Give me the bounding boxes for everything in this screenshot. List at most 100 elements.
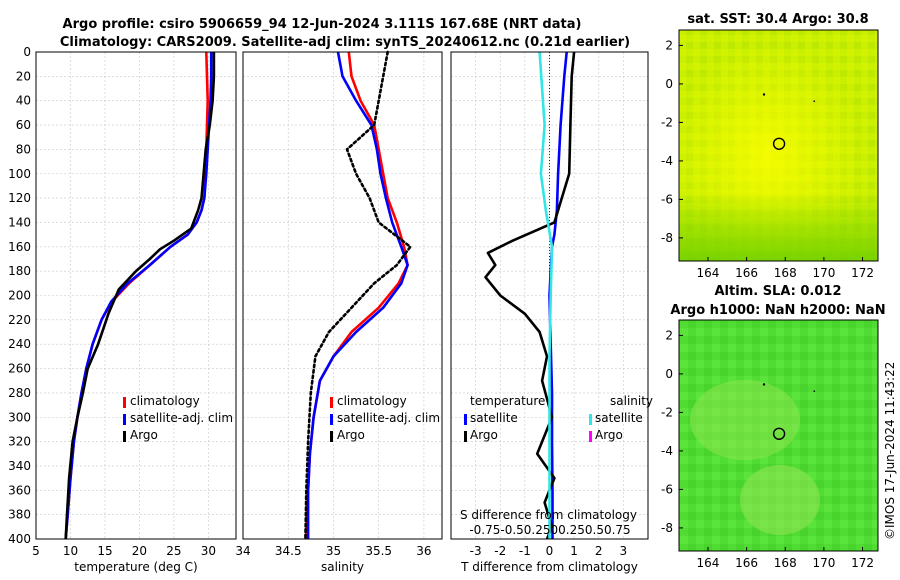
x-axis-label: T difference from climatology <box>460 560 638 574</box>
legend-label-argo: Argo <box>337 428 365 442</box>
y-tick-label: 80 <box>16 142 31 156</box>
map-x-tick-label: 168 <box>774 556 797 570</box>
x-tick-label: 34.5 <box>275 544 302 558</box>
map-x-tick-label: 164 <box>697 266 720 280</box>
y-tick-label: 200 <box>8 289 31 303</box>
map-y-tick-label: -8 <box>661 231 673 245</box>
x-tick-label: -3 <box>470 544 482 558</box>
legend-swatch-climatology <box>330 397 333 408</box>
map-y-tick-label: -4 <box>661 154 673 168</box>
series-satellite-adj-clim <box>306 51 409 539</box>
y-tick-label: 60 <box>16 118 31 132</box>
plot-frame <box>450 51 649 540</box>
map-y-tick-label: 2 <box>665 328 673 342</box>
legend-label-argo: Argo <box>130 428 158 442</box>
map-y-tick-label: 0 <box>665 77 673 91</box>
legend-label-sal-argo: Argo <box>595 428 623 442</box>
island-dot <box>762 383 766 386</box>
x-tick-label: 35 <box>326 544 341 558</box>
legend-swatch-satellite-adj <box>330 414 333 425</box>
sst-cool-band <box>679 30 878 261</box>
x-tick-label: 25 <box>166 544 181 558</box>
legend-label-climatology: climatology <box>337 394 407 408</box>
x-tick-label: -1 <box>519 544 531 558</box>
legend-label-temp-satellite: satellite <box>470 411 518 425</box>
y-tick-label: 20 <box>16 69 31 83</box>
y-tick-label: 260 <box>8 362 31 376</box>
y-tick-label: 400 <box>8 532 31 546</box>
series-salinity-satellite <box>538 51 554 539</box>
y-tick-label: 180 <box>8 264 31 278</box>
legend-swatch-satellite-adj <box>123 414 126 425</box>
y-tick-label: 360 <box>8 483 31 497</box>
map-x-tick-label: 170 <box>812 556 835 570</box>
sla-map-subtitle: Argo h1000: NaN h2000: NaN <box>670 303 885 318</box>
x-tick-label: 10 <box>63 544 78 558</box>
island-dot <box>813 390 816 393</box>
legend-swatch-sal-argo <box>589 431 592 442</box>
y-tick-label: 240 <box>8 337 31 351</box>
sla-map: 164 166 168 170 172 2 0 -2 -4 -6 -8 <box>661 319 879 570</box>
series-temperature-argo <box>484 51 576 540</box>
map-y-tick-label: 2 <box>665 38 673 52</box>
difference-panel: -3 -2 -1 0 1 2 3 T difference from climatology S… <box>450 51 649 574</box>
main-title-line1: Argo profile: csiro 5906659_94 12-Jun-20… <box>63 17 582 32</box>
legend-swatch-temp-argo <box>464 431 467 442</box>
x-tick-label: 2 <box>595 544 603 558</box>
y-tick-label: 120 <box>8 191 31 205</box>
map-y-tick-label: -8 <box>661 521 673 535</box>
y-tick-label: 140 <box>8 215 31 229</box>
x-tick-label: 3 <box>620 544 628 558</box>
float-location-marker <box>772 427 786 440</box>
island-dot <box>813 100 816 103</box>
salinity-diff-axis-label: S difference from climatology <box>460 508 637 522</box>
float-location-marker <box>772 137 786 150</box>
sst-map: 164 166 168 170 172 2 0 -2 -4 -6 -8 <box>661 29 879 280</box>
x-tick-label: 15 <box>97 544 112 558</box>
map-y-tick-label: -2 <box>661 115 673 129</box>
legend-swatch-sal-satellite <box>589 414 592 425</box>
legend-label-sal-satellite: satellite <box>595 411 643 425</box>
y-tick-label: 40 <box>16 94 31 108</box>
x-tick-label: 5 <box>32 544 40 558</box>
x-tick-label: 20 <box>132 544 147 558</box>
map-y-tick-label: -6 <box>661 482 673 496</box>
x-tick-label: 36 <box>416 544 431 558</box>
series-argo <box>64 52 216 540</box>
map-x-tick-label: 164 <box>697 556 720 570</box>
main-title-line2: Climatology: CARS2009. Satellite-adj cli… <box>60 35 630 50</box>
x-tick-label: 30 <box>201 544 216 558</box>
map-y-tick-label: -4 <box>661 444 673 458</box>
y-tick-label: 220 <box>8 313 31 327</box>
island-dot <box>762 93 766 96</box>
x-axis-label: temperature (deg C) <box>74 560 197 574</box>
y-tick-label: 160 <box>8 240 31 254</box>
sla-map-title: Altim. SLA: 0.012 <box>715 284 842 299</box>
salinity-diff-tick-labels: -0.75-0.50.2500.250.50.75 <box>469 523 630 537</box>
plot-frame <box>242 51 443 540</box>
x-tick-label: 1 <box>570 544 578 558</box>
temperature-panel: 0 20 40 60 80 100 120 140 160 180 200 220 240 260 280 3… <box>8 45 237 574</box>
map-y-tick-label: -2 <box>661 405 673 419</box>
x-tick-label: 35.5 <box>365 544 392 558</box>
x-tick-label: 0 <box>546 544 554 558</box>
legend-swatch-climatology <box>123 397 126 408</box>
y-tick-label: 100 <box>8 167 31 181</box>
x-axis-label: salinity <box>321 560 364 574</box>
y-tick-label: 340 <box>8 459 31 473</box>
plot-frame <box>35 51 237 540</box>
legend-label-satellite-adj: satellite-adj. clim <box>130 411 233 425</box>
sla-high-patch <box>740 465 820 535</box>
map-x-tick-label: 168 <box>774 266 797 280</box>
map-x-tick-label: 172 <box>851 556 874 570</box>
legend-label-satellite-adj: satellite-adj. clim <box>337 411 440 425</box>
y-tick-label: 0 <box>23 45 31 59</box>
y-tick-label: 380 <box>8 508 31 522</box>
y-tick-label: 280 <box>8 386 31 400</box>
series-argo <box>304 50 412 541</box>
salinity-legend: climatology satellite-adj. clim Argo <box>330 394 440 442</box>
y-tick-label: 300 <box>8 410 31 424</box>
salinity-panel: 34 34.5 35 35.5 36 salinity <box>235 50 443 574</box>
map-y-tick-label: 0 <box>665 367 673 381</box>
